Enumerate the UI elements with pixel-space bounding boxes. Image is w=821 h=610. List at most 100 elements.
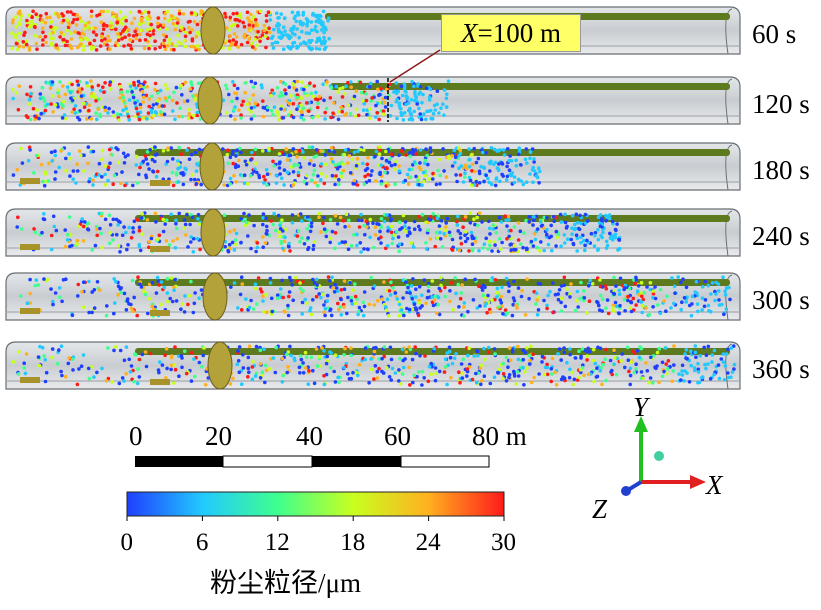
tunnel-face-arc bbox=[725, 78, 733, 125]
dust-particle bbox=[136, 112, 140, 116]
dust-particle bbox=[190, 173, 195, 177]
dust-particle bbox=[240, 382, 244, 387]
dust-particle bbox=[75, 238, 80, 243]
dust-particle bbox=[364, 219, 369, 224]
dust-particle bbox=[91, 149, 96, 154]
dust-particle bbox=[503, 308, 508, 312]
dust-particle bbox=[183, 294, 187, 298]
dust-particle bbox=[305, 301, 309, 306]
dust-particle bbox=[33, 283, 38, 288]
dust-particle bbox=[394, 81, 399, 85]
dust-particle bbox=[89, 117, 94, 121]
dust-particle bbox=[317, 211, 322, 216]
dust-particle bbox=[320, 346, 324, 350]
dust-particle bbox=[297, 35, 302, 40]
dust-particle bbox=[243, 223, 247, 228]
dust-particle bbox=[394, 230, 399, 234]
machinery-block bbox=[20, 178, 40, 184]
dust-particle bbox=[251, 85, 256, 89]
dust-particle bbox=[629, 309, 634, 314]
dust-particle bbox=[239, 240, 243, 245]
dust-particle bbox=[363, 174, 367, 179]
dust-particle bbox=[202, 346, 206, 350]
colorbar-tick-label: 0 bbox=[120, 529, 134, 556]
dust-particle bbox=[437, 224, 442, 228]
dust-particle bbox=[680, 369, 684, 373]
dust-particle bbox=[314, 347, 319, 351]
dust-particle bbox=[369, 275, 374, 280]
dust-particle bbox=[75, 162, 79, 166]
dust-particle bbox=[458, 231, 463, 236]
dust-particle bbox=[174, 218, 178, 223]
dust-particle bbox=[504, 218, 508, 223]
dust-particle bbox=[361, 108, 366, 112]
dust-particle bbox=[724, 352, 729, 356]
dust-particle bbox=[227, 242, 232, 247]
dust-particle bbox=[460, 376, 465, 380]
dust-particle bbox=[255, 302, 259, 306]
dust-particle bbox=[681, 277, 685, 282]
dust-particle bbox=[362, 223, 366, 228]
dust-particle bbox=[653, 285, 657, 289]
dust-particle bbox=[279, 79, 283, 84]
dust-particle bbox=[277, 166, 282, 170]
dust-particle bbox=[287, 241, 291, 246]
dust-particle bbox=[232, 32, 237, 36]
dust-particle bbox=[171, 109, 175, 113]
dust-particle bbox=[32, 171, 36, 175]
dust-particle bbox=[36, 283, 41, 287]
dust-particle bbox=[523, 157, 528, 162]
dust-particle bbox=[105, 24, 109, 28]
dust-particle bbox=[128, 43, 133, 48]
dust-particle bbox=[127, 118, 131, 122]
dust-particle bbox=[295, 279, 300, 284]
dust-particle bbox=[137, 225, 142, 230]
dust-particle bbox=[301, 288, 305, 293]
dust-particle bbox=[397, 302, 402, 307]
dust-particle bbox=[14, 41, 19, 46]
dust-particle bbox=[262, 310, 266, 314]
dust-particle bbox=[319, 14, 323, 19]
dust-particle bbox=[255, 245, 260, 250]
dust-particle bbox=[156, 25, 160, 29]
dust-particle bbox=[266, 105, 270, 110]
dust-particle bbox=[153, 145, 157, 149]
dust-particle bbox=[355, 183, 360, 187]
dust-particle bbox=[391, 236, 395, 241]
dust-particle bbox=[576, 305, 580, 309]
dust-particle bbox=[249, 158, 253, 162]
dust-particle bbox=[499, 220, 504, 224]
dust-particle bbox=[123, 154, 128, 159]
dust-particle bbox=[169, 14, 174, 18]
dust-particle bbox=[532, 375, 536, 380]
dust-particle bbox=[344, 84, 348, 89]
dust-particle bbox=[112, 277, 116, 281]
time-label: 240 s bbox=[752, 221, 810, 251]
dust-particle bbox=[328, 307, 333, 312]
dust-particle bbox=[548, 289, 552, 294]
dust-particle bbox=[590, 282, 595, 286]
dust-particle bbox=[528, 358, 532, 363]
dust-particle bbox=[247, 19, 251, 23]
dust-particle bbox=[464, 230, 468, 234]
dust-particle bbox=[535, 298, 539, 302]
dust-particle bbox=[117, 118, 121, 122]
dust-particle bbox=[623, 365, 627, 370]
dust-particle bbox=[121, 22, 125, 26]
dust-particle bbox=[244, 162, 249, 167]
dust-particle bbox=[145, 150, 150, 154]
dust-particle bbox=[397, 242, 402, 246]
dust-particle bbox=[345, 372, 350, 376]
dust-particle bbox=[412, 219, 417, 224]
dust-particle bbox=[318, 38, 323, 43]
dust-particle bbox=[57, 286, 62, 290]
dust-particle bbox=[596, 237, 601, 242]
dust-particle bbox=[398, 227, 402, 232]
dust-particle bbox=[247, 213, 251, 217]
dust-particle bbox=[85, 117, 89, 121]
dust-particle bbox=[261, 245, 266, 249]
dust-particle bbox=[484, 150, 488, 155]
dust-particle bbox=[647, 312, 652, 317]
dust-particle bbox=[631, 296, 636, 301]
dust-particle bbox=[710, 360, 714, 364]
